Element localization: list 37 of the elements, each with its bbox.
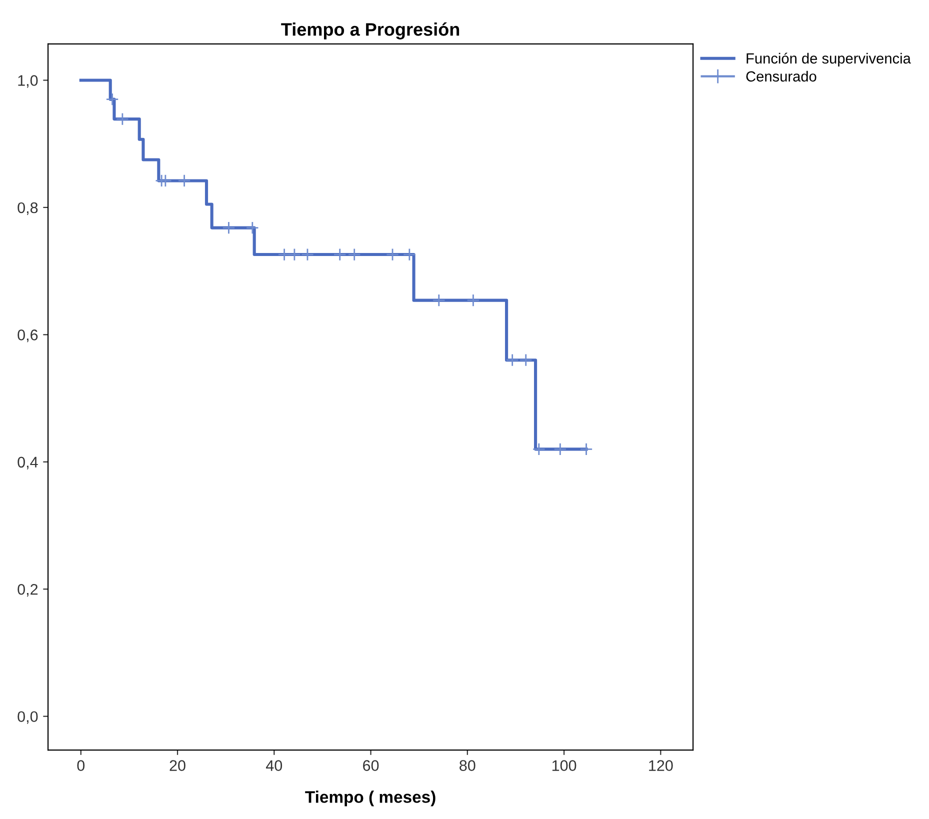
point	[386, 248, 400, 262]
point	[116, 112, 129, 126]
point	[106, 92, 119, 106]
x-axis-title: Tiempo ( meses)	[305, 790, 436, 806]
point	[466, 294, 480, 307]
legend-label: Función de supervivencia	[746, 52, 911, 66]
point	[246, 221, 259, 234]
point	[348, 248, 361, 262]
y-tick-label: 1,0	[18, 75, 38, 88]
legend-label: Censurado	[746, 70, 816, 82]
x-tick-label: 0	[77, 760, 85, 771]
point	[333, 248, 346, 262]
chart-title: Tiempo a Progresión	[281, 22, 460, 40]
x-tick-label: 120	[649, 760, 673, 771]
point	[288, 248, 301, 262]
y-tick-label: 0,6	[18, 330, 38, 342]
point	[158, 174, 172, 188]
x-tick-label: 100	[552, 760, 576, 771]
point	[554, 442, 567, 456]
point	[278, 248, 291, 262]
y-tick-label: 0,0	[18, 711, 38, 724]
y-tick-label: 0,2	[18, 584, 38, 597]
point	[580, 442, 593, 456]
x-tick-label: 20	[170, 760, 186, 771]
point	[222, 221, 236, 234]
point	[402, 248, 416, 262]
point	[432, 294, 446, 307]
y-tick-label: 0,4	[18, 456, 38, 470]
point	[178, 174, 191, 188]
point	[519, 354, 532, 367]
point	[532, 442, 546, 456]
y-tick-label: 0,8	[18, 202, 38, 215]
x-tick-label: 40	[266, 760, 282, 771]
x-tick-label: 60	[363, 760, 379, 771]
point	[300, 248, 314, 262]
x-tick-label: 80	[460, 760, 476, 771]
point	[506, 354, 519, 367]
